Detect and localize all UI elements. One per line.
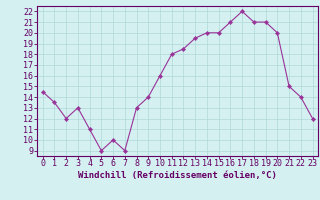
X-axis label: Windchill (Refroidissement éolien,°C): Windchill (Refroidissement éolien,°C): [78, 171, 277, 180]
